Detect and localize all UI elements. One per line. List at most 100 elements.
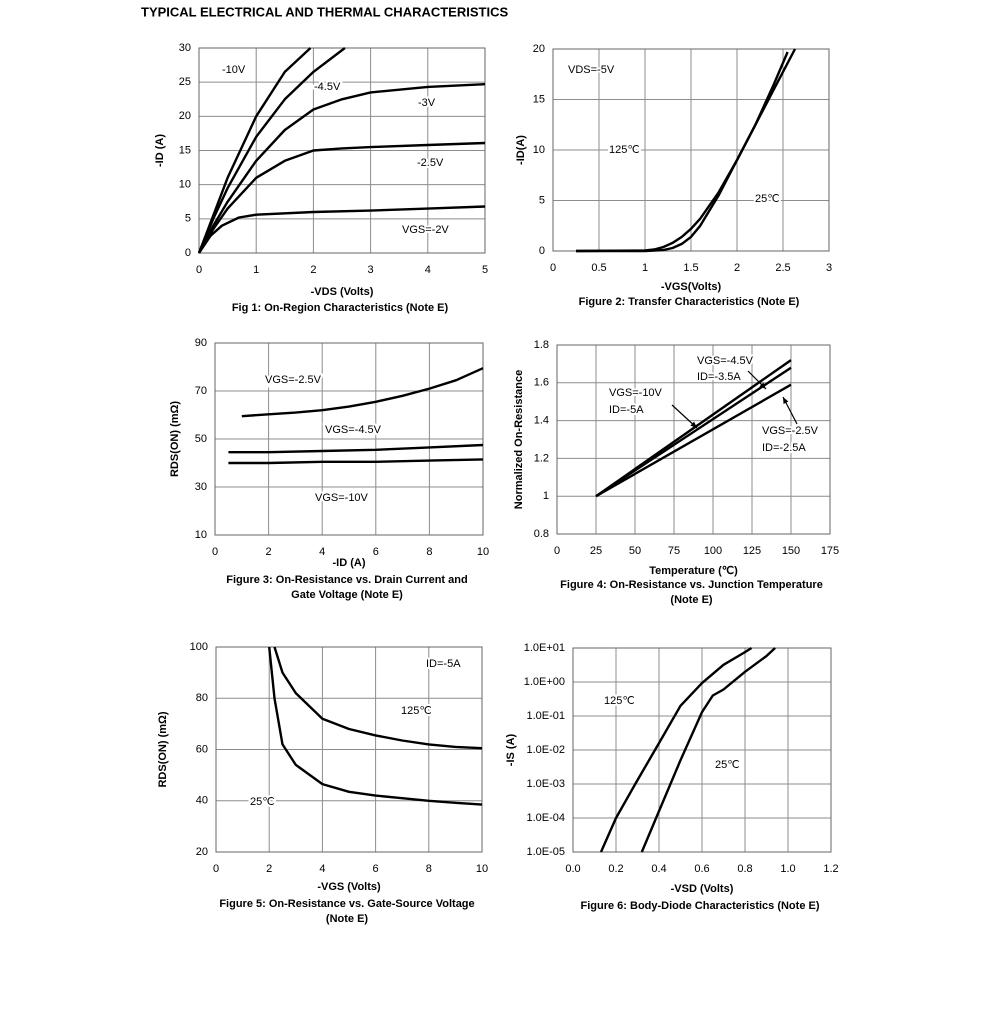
x-tick-label: 150 [782,545,800,557]
curve-label: ID=-2.5A [762,442,806,454]
data-line [576,48,797,253]
x-tick-label: 0.6 [694,863,709,875]
y-tick-label: 30 [179,42,191,54]
arrow-head [690,421,697,428]
figure-caption: Figure 2: Transfer Characteristics (Note… [579,296,800,308]
curve-label: VGS=-10V [315,492,369,504]
y-tick-label: 90 [195,337,207,349]
x-tick-label: 1 [642,262,648,274]
arrow-head [759,382,766,389]
x-tick-label: 6 [373,863,379,875]
page-title: TYPICAL ELECTRICAL AND THERMAL CHARACTER… [141,4,508,19]
x-tick-label: 3 [368,264,374,276]
x-tick-label: 75 [668,545,680,557]
data-line [198,205,486,254]
figure-caption: Gate Voltage (Note E) [291,589,403,601]
y-tick-label: 10 [533,144,545,156]
figure-caption: (Note E) [326,913,369,925]
x-tick-label: 0.4 [651,863,666,875]
curve-label: 25℃ [715,759,740,771]
curve-label: -4.5V [314,81,341,93]
y-tick-label: 1.6 [534,377,549,389]
x-tick-label: 1.5 [683,262,698,274]
y-tick-label: 80 [196,692,208,704]
data-line [595,366,792,498]
data-line [228,443,484,454]
plot-frame [552,48,830,252]
data-line [241,367,484,418]
curve-label: 125℃ [604,695,635,707]
y-tick-label: 0 [185,247,191,259]
y-tick-label: 15 [179,144,191,156]
x-tick-label: 0 [212,546,218,558]
y-axis-label: RDS(ON) (mΩ) [157,711,169,787]
x-tick-label: 125 [743,545,761,557]
x-tick-label: 6 [373,546,379,558]
y-axis-label: -ID (A) [154,134,166,167]
x-tick-label: 4 [425,264,431,276]
curve-label: ID=-5A [426,658,461,670]
curve-label: VGS=-10V [609,387,663,399]
x-tick-label: 1 [253,264,259,276]
y-tick-label: 1.0E-04 [526,812,565,824]
x-tick-label: 0 [213,863,219,875]
data-line [268,646,483,806]
plot-frame [198,47,486,254]
x-tick-label: 10 [476,863,488,875]
y-tick-label: 40 [196,795,208,807]
y-tick-label: 20 [179,110,191,122]
curve-label: VGS=-4.5V [325,424,382,436]
x-tick-label: 100 [704,545,722,557]
x-tick-label: 10 [477,546,489,558]
y-tick-label: 50 [195,433,207,445]
data-line [575,51,789,253]
x-axis-label: -VDS (Volts) [311,286,374,298]
data-line [197,141,486,254]
data-line [599,646,753,853]
figure-caption: Figure 5: On-Resistance vs. Gate-Source … [219,898,474,910]
x-tick-label: 1.0 [780,863,795,875]
y-tick-label: 1.0E-05 [526,846,565,858]
x-tick-label: 2 [310,264,316,276]
x-tick-label: 2.5 [775,262,790,274]
curve-label: ID=-3.5A [697,371,741,383]
plot-frame [215,646,483,853]
y-axis-label: -ID(A) [515,135,527,165]
data-line [228,458,484,465]
x-tick-label: 4 [319,546,325,558]
curve-label: -3V [418,97,436,109]
y-tick-label: 5 [185,213,191,225]
curve-label: VGS=-2.5V [762,425,819,437]
figure-caption: Figure 3: On-Resistance vs. Drain Curren… [226,574,467,586]
curve-label: VGS=-2V [402,224,449,236]
plot-frame [214,342,484,536]
y-tick-label: 1.4 [534,415,549,427]
figure-caption: Fig 1: On-Region Characteristics (Note E… [232,302,449,314]
y-tick-label: 1 [543,490,549,502]
data-line [273,646,483,750]
y-tick-label: 1.0E-02 [526,744,565,756]
x-tick-label: 4 [319,863,325,875]
y-axis-label: -IS (A) [505,733,517,766]
curve-label: 25℃ [755,193,780,205]
y-axis-label: RDS(ON) (mΩ) [169,401,181,477]
x-tick-label: 8 [426,863,432,875]
plot-frame [572,647,832,853]
x-tick-label: 1.2 [823,863,838,875]
y-tick-label: 10 [195,529,207,541]
curve-label: 125℃ [609,144,640,156]
x-tick-label: 0.0 [565,863,580,875]
x-tick-label: 2 [266,546,272,558]
data-line [197,47,346,254]
y-tick-label: 25 [179,76,191,88]
x-tick-label: 0.2 [608,863,623,875]
data-line [640,647,776,853]
arrow-head [783,397,789,404]
y-tick-label: 100 [190,641,208,653]
x-tick-label: 2 [266,863,272,875]
x-tick-label: 0.8 [737,863,752,875]
figure-caption: (Note E) [670,594,713,606]
figure-caption: Figure 6: Body-Diode Characteristics (No… [581,900,820,912]
x-tick-label: 8 [426,546,432,558]
y-tick-label: 15 [533,93,545,105]
